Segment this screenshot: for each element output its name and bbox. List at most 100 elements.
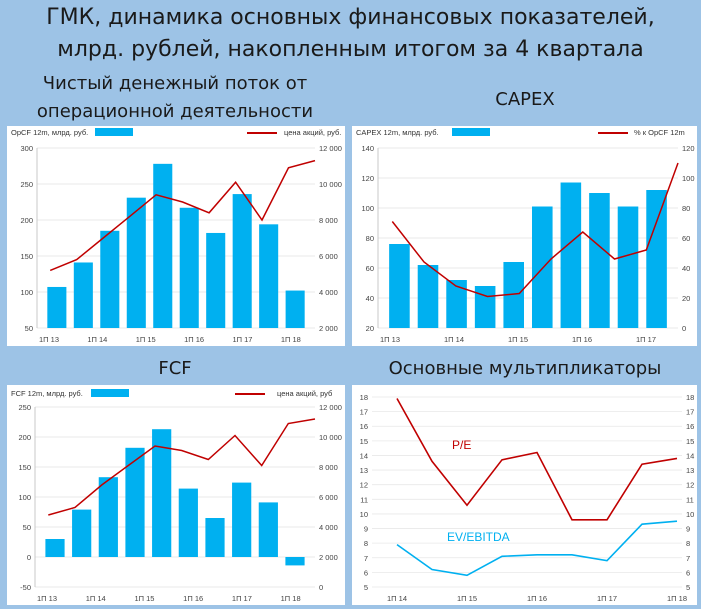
- data-bar: [389, 244, 410, 328]
- x-tick-label: 1П 17: [597, 594, 617, 603]
- y-left-tick-label: 16: [360, 422, 368, 431]
- mult-panel-title: Основные мультипликаторы: [388, 358, 662, 379]
- y-right-tick-label: 7: [686, 554, 690, 563]
- y-right-tick-label: 10: [686, 510, 694, 519]
- y-left-tick-label: 6: [364, 568, 368, 577]
- y-right-tick-label: 8 000: [319, 216, 338, 225]
- opcf-chart-panel: OpCF 12m, млрд. руб. цена акций, руб. 50…: [7, 126, 345, 346]
- series-label: EV/EBITDA: [447, 530, 510, 544]
- y-left-tick-label: 18: [360, 393, 368, 402]
- data-bar: [646, 190, 667, 328]
- data-bar: [417, 265, 439, 328]
- x-tick-label: 1П 17: [232, 335, 252, 344]
- data-bar: [258, 502, 278, 557]
- opcf-legend-bar-swatch: [95, 128, 133, 136]
- y-left-tick-label: 250: [20, 180, 33, 189]
- price-line: [391, 162, 679, 298]
- y-left-tick-label: 15: [360, 437, 368, 446]
- series-label: P/E: [452, 438, 471, 452]
- mult-chart: 5 5 6 6 7 7 8 8 9 9 10 10 11 11 12 12 13 13 14 14 15 15 16 16 17…: [360, 393, 695, 603]
- y-right-tick-label: 2 000: [319, 324, 338, 333]
- y-left-tick-label: 10: [360, 510, 368, 519]
- x-tick-label: 1П 15: [134, 594, 154, 603]
- y-left-tick-label: 7: [364, 554, 368, 563]
- fcf-chart: -50 0 50 100 150 200 250 0 2 000 4 000 6 000 8 000 1…: [18, 403, 342, 603]
- y-left-tick-label: 50: [25, 324, 33, 333]
- y-left-tick-label: 100: [20, 288, 33, 297]
- y-left-tick-label: 200: [18, 433, 31, 442]
- capex-legend-bar-label: CAPEX 12m, млрд. руб.: [356, 128, 439, 137]
- fcf-panel-title: FCF: [158, 358, 192, 379]
- data-bar: [153, 163, 173, 328]
- y-left-tick-label: 100: [18, 493, 31, 502]
- y-left-tick-label: 17: [360, 408, 368, 417]
- x-tick-label: 1П 16: [527, 594, 547, 603]
- price-line: [49, 159, 316, 272]
- data-bar: [47, 286, 67, 328]
- y-right-tick-label: 4 000: [319, 288, 338, 297]
- y-right-tick-label: 120: [682, 144, 695, 153]
- y-right-tick-label: 12 000: [319, 403, 342, 412]
- capex-chart: 20 40 60 80 100 120 140 0 20 40 60 80 100 120 1П 13 1П …: [361, 144, 695, 344]
- y-left-tick-label: 80: [366, 234, 374, 243]
- opcf-legend-bar-label: OpCF 12m, млрд. руб.: [11, 128, 89, 137]
- y-right-tick-label: 6: [686, 568, 690, 577]
- y-left-tick-label: 9: [364, 525, 368, 534]
- y-right-tick-label: 10 000: [319, 433, 342, 442]
- fcf-legend-line-swatch: [235, 393, 265, 395]
- y-left-tick-label: 20: [366, 324, 374, 333]
- x-tick-label: 1П 13: [39, 335, 59, 344]
- data-bar: [206, 232, 226, 328]
- y-right-tick-label: 6 000: [319, 252, 338, 261]
- opcf-chart: 50 100 150 200 250 300 2 000 4 000 6 000 8 000 10 …: [20, 144, 341, 344]
- y-right-tick-label: 6 000: [319, 493, 338, 502]
- x-tick-label: 1П 16: [572, 335, 592, 344]
- y-right-tick-label: 5: [686, 583, 690, 592]
- data-bar: [446, 280, 467, 328]
- x-tick-label: 1П 18: [281, 335, 301, 344]
- capex-chart-panel: CAPEX 12m, млрд. руб. % к OpCF 12m 20 40 6…: [352, 126, 697, 346]
- data-bar: [45, 539, 65, 557]
- title-line-1: ГМК, динамика основных финансовых показа…: [46, 5, 655, 30]
- title-line-2: млрд. рублей, накопленным итогом за 4 кв…: [57, 37, 644, 62]
- fcf-legend-bar-label: FCF 12m, млрд. руб.: [11, 389, 83, 398]
- y-left-tick-label: 14: [360, 451, 368, 460]
- y-left-tick-label: 40: [366, 294, 374, 303]
- x-tick-label: 1П 15: [457, 594, 477, 603]
- y-left-tick-label: 13: [360, 466, 368, 475]
- data-bar: [205, 518, 225, 557]
- y-right-tick-label: 13: [686, 466, 694, 475]
- y-left-tick-label: 100: [361, 204, 374, 213]
- data-bar: [285, 290, 305, 328]
- opcf-panel-title: Чистый денежный поток от операционной де…: [36, 73, 314, 122]
- x-tick-label: 1П 14: [387, 594, 407, 603]
- price-line: [48, 418, 316, 516]
- y-left-tick-label: 200: [20, 216, 33, 225]
- data-bar: [125, 447, 145, 557]
- y-left-tick-label: 12: [360, 481, 368, 490]
- y-right-tick-label: 16: [686, 422, 694, 431]
- series-line: [396, 398, 678, 521]
- y-left-tick-label: 150: [20, 252, 33, 261]
- data-bar: [259, 224, 279, 328]
- capex-legend-line-label: % к OpCF 12m: [634, 128, 685, 137]
- y-right-tick-label: 40: [682, 264, 690, 273]
- data-bar: [152, 429, 172, 557]
- data-bar: [73, 262, 93, 328]
- data-bar: [589, 193, 610, 328]
- data-bar: [100, 230, 120, 328]
- y-right-tick-label: 14: [686, 451, 694, 460]
- x-tick-label: 1П 18: [281, 594, 301, 603]
- x-tick-label: 1П 16: [183, 594, 203, 603]
- x-tick-label: 1П 14: [87, 335, 107, 344]
- x-tick-label: 1П 16: [184, 335, 204, 344]
- data-bar: [474, 286, 496, 328]
- capex-legend-line-swatch: [598, 132, 628, 134]
- fcf-legend-bar-swatch: [91, 389, 129, 397]
- y-left-tick-label: 5: [364, 583, 368, 592]
- y-right-tick-label: 18: [686, 393, 694, 402]
- x-tick-label: 1П 14: [444, 335, 464, 344]
- y-left-tick-label: -50: [20, 583, 31, 592]
- data-bar: [178, 488, 198, 557]
- y-left-tick-label: 140: [361, 144, 374, 153]
